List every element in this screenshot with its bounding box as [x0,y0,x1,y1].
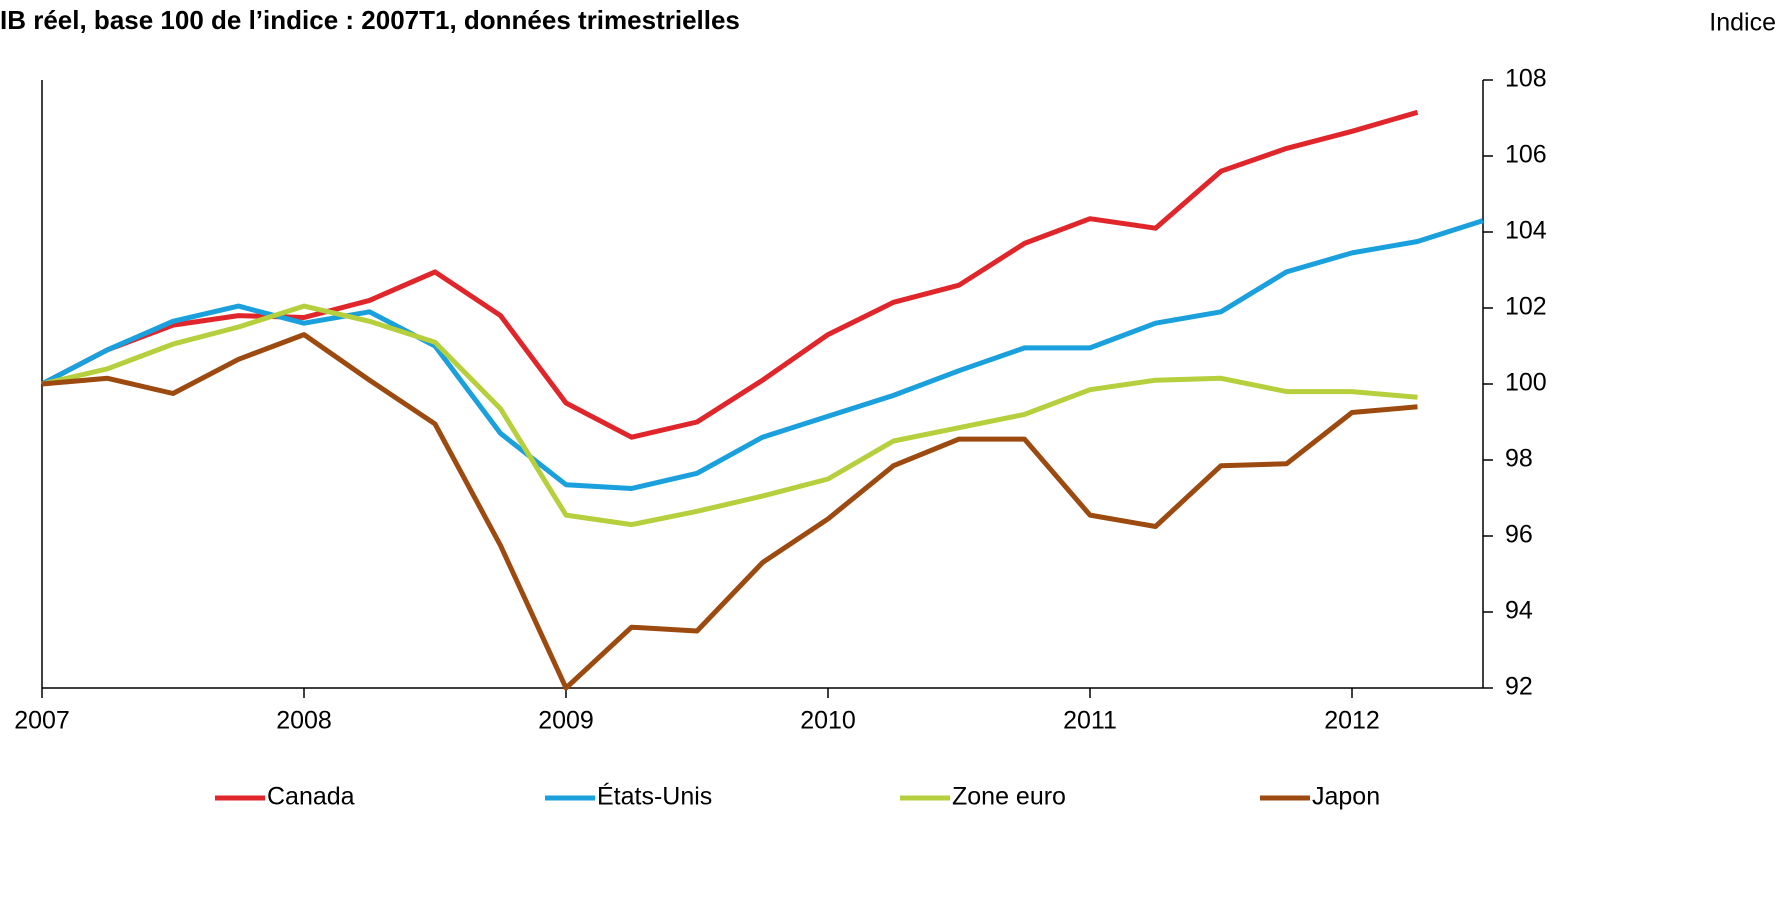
legend-label: Zone euro [952,783,1066,811]
x-tick-label: 2012 [1324,707,1380,735]
y-tick-label: 104 [1505,217,1547,245]
y-tick-label: 98 [1505,445,1533,473]
legend-label: Japon [1312,783,1380,811]
line-series [41,303,1418,528]
x-tick-label: 2008 [276,707,332,735]
legend-label: Canada [267,783,355,811]
legend-label: États-Unis [597,782,712,811]
line-series [40,109,1419,440]
y-axis-label: Indice [1709,9,1776,37]
chart-title: IB réel, base 100 de l’indice : 2007T1, … [0,5,740,35]
x-tick-label: 2009 [538,707,594,735]
y-tick-label: 106 [1505,141,1547,169]
x-tick-label: 2011 [1063,707,1117,735]
y-tick-label: 96 [1505,521,1533,549]
y-tick-label: 100 [1505,369,1547,397]
x-tick-label: 2007 [14,707,70,735]
line-series [40,218,1484,491]
x-tick-label: 2010 [800,707,856,735]
y-tick-label: 108 [1505,65,1547,93]
y-tick-label: 102 [1505,293,1547,321]
y-tick-label: 94 [1505,597,1533,625]
y-tick-label: 92 [1505,673,1533,701]
line-series [41,332,1418,691]
